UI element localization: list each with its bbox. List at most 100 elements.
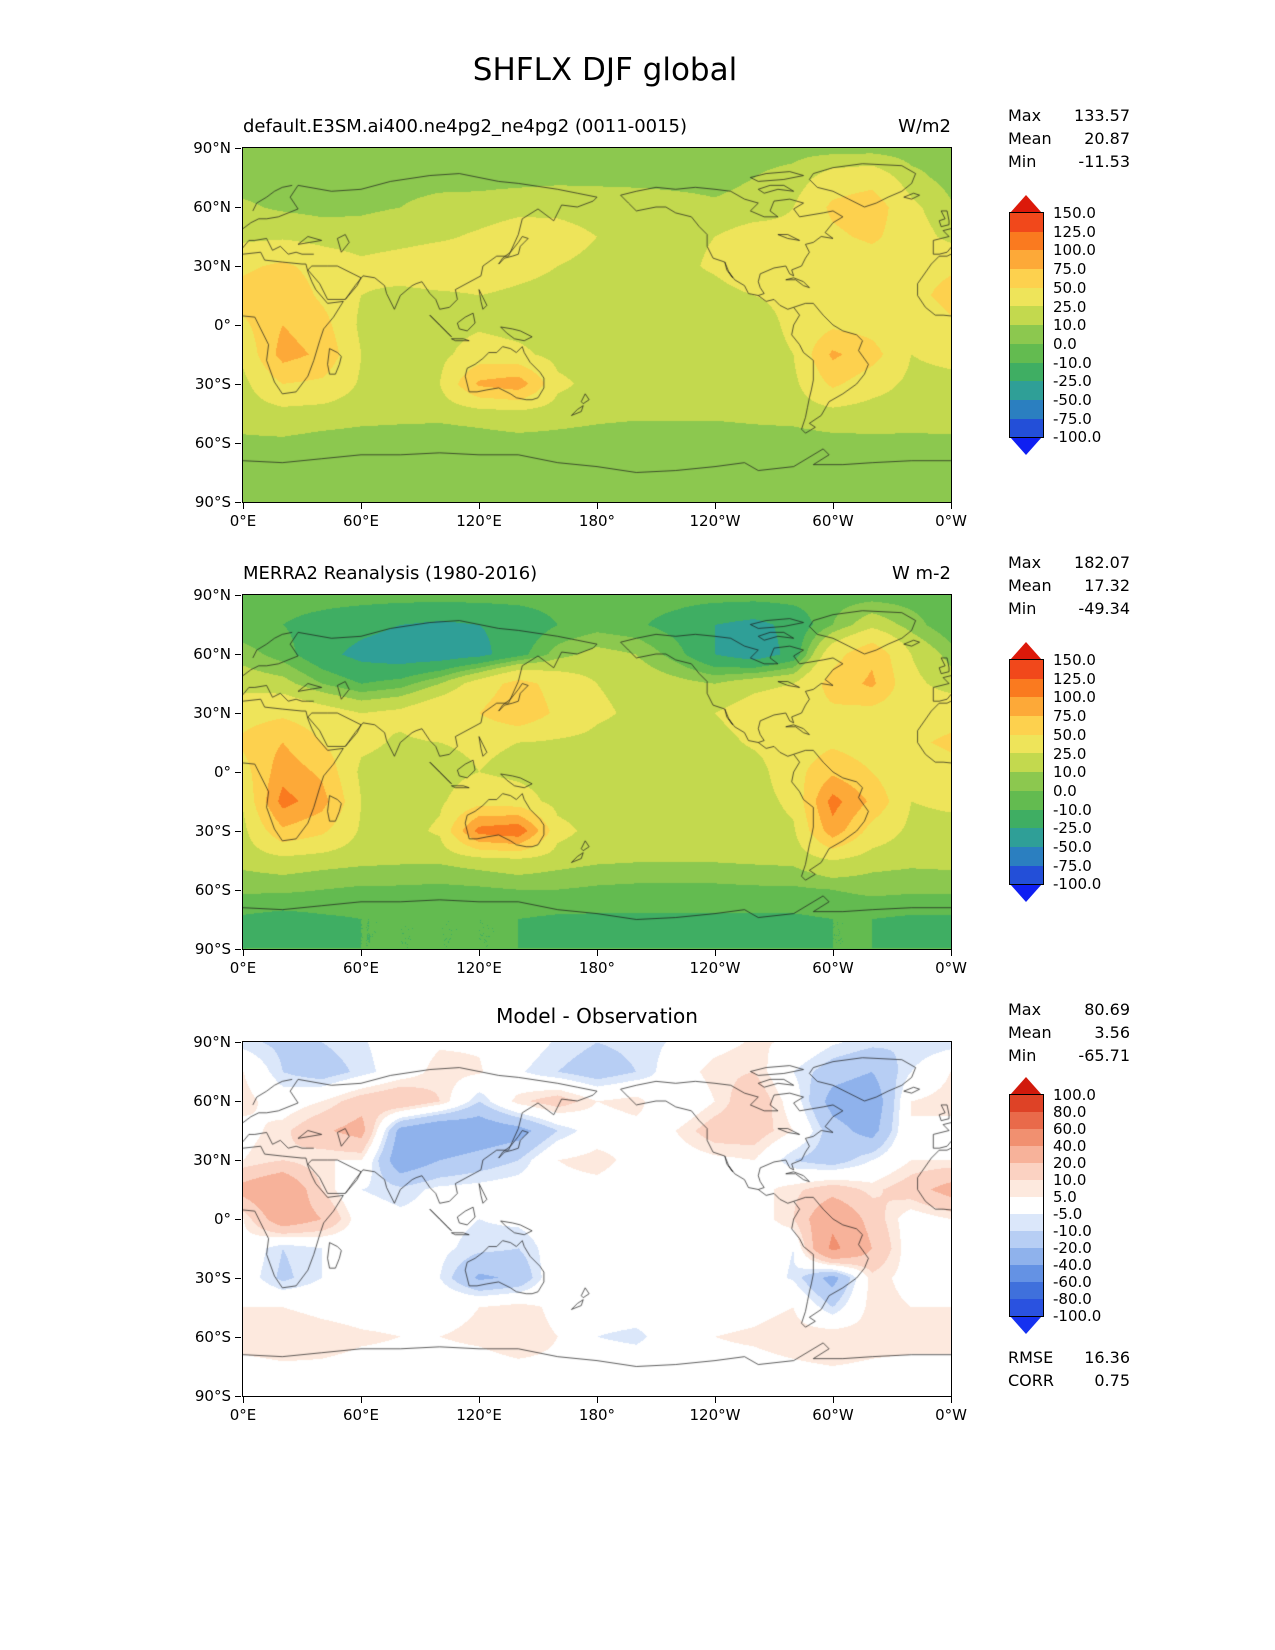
- colorbar-segment: [1010, 865, 1043, 885]
- colorbar-segment: [1010, 1214, 1043, 1231]
- colorbar-segment: [1010, 399, 1043, 419]
- colorbar-tick-label: -50.0: [1053, 391, 1092, 409]
- rmse-label: RMSE: [1008, 1348, 1054, 1367]
- colorbar-segment: [1010, 362, 1043, 382]
- colorbar-over-arrow: [1010, 642, 1042, 660]
- colorbar-segment: [1010, 1146, 1043, 1163]
- colorbar-segment: [1010, 343, 1043, 363]
- x-axis-tick: [833, 950, 834, 956]
- x-axis-tick-label: 60°E: [342, 512, 380, 530]
- colorbar-model: 150.0 125.0 100.0 75.0 50.0 25.0 10.0 0.0 -10.0-…: [1009, 195, 1180, 456]
- colorbar-tick-label: 75.0: [1053, 707, 1087, 726]
- y-axis-tick-label: 60°N: [193, 198, 231, 216]
- colorbar-segment: [1010, 213, 1043, 232]
- colorbar-segment: [1010, 269, 1043, 288]
- x-axis-tick: [833, 503, 834, 509]
- y-axis-tick: [235, 325, 241, 326]
- colorbar-tick-label: -100.0: [1053, 875, 1102, 894]
- x-axis-tick: [597, 950, 598, 956]
- colorbar-tick-label: 125.0: [1053, 222, 1096, 241]
- colorbar-segment: [1010, 306, 1043, 326]
- colorbar-tick-label: -25.0: [1053, 819, 1092, 838]
- panel-model-title: default.E3SM.ai400.ne4pg2_ne4pg2 (0011-0…: [243, 116, 688, 137]
- y-axis-tick-label: 60°S: [194, 1328, 231, 1346]
- y-axis-tick: [235, 1101, 241, 1102]
- x-axis-tick: [951, 503, 952, 509]
- colorbar-segment: [1010, 1248, 1043, 1265]
- map-canvas-observation: [243, 595, 951, 949]
- corr-value: 0.75: [1094, 1371, 1130, 1390]
- y-axis-tick-label: 60°N: [193, 1092, 231, 1110]
- colorbar-tick-label: -100.0: [1053, 428, 1102, 447]
- stat-label: Max: [1008, 1000, 1042, 1019]
- x-axis-tick-label: 120°W: [689, 959, 741, 977]
- map-observation: [242, 594, 952, 950]
- colorbar-tick-label: 150.0: [1053, 204, 1096, 222]
- y-axis-tick-label: 60°N: [193, 645, 231, 663]
- y-axis-tick: [235, 384, 241, 385]
- colorbar-tick-label: -10.0: [1053, 353, 1092, 372]
- y-axis-tick: [235, 949, 241, 950]
- colorbar-tick-label: 10.0: [1053, 316, 1087, 335]
- panel-model-units: W/m2: [898, 116, 951, 137]
- stat-label: Min: [1008, 152, 1037, 171]
- x-axis-tick: [479, 950, 480, 956]
- colorbar-tick-label: 125.0: [1053, 669, 1096, 688]
- y-axis-tick-label: 30°N: [193, 1151, 231, 1169]
- y-axis-tick: [235, 1219, 241, 1220]
- colorbar-tick-label: 0.0: [1053, 781, 1077, 800]
- colorbar-segment: [1010, 1112, 1043, 1129]
- colorbar-observation: 150.0 125.0 100.0 75.0 50.0 25.0 10.0 0.0 -10.0-…: [1009, 642, 1180, 903]
- x-axis-tick-label: 120°E: [456, 512, 502, 530]
- colorbar-difference: 100.0 80.0 60.0 40.0 20.0 10.0 5.0 -5.0 -10.0 -20…: [1009, 1077, 1180, 1334]
- colorbar-segment: [1010, 1231, 1043, 1248]
- colorbar-under-arrow: [1010, 437, 1042, 456]
- y-axis-tick: [235, 1278, 241, 1279]
- colorbar-tick-label: 40.0: [1053, 1137, 1087, 1155]
- x-axis-tick-label: 0°W: [935, 1406, 967, 1424]
- x-axis-tick: [243, 503, 244, 509]
- colorbar-tick-label: 75.0: [1053, 260, 1087, 279]
- stat-value: 17.32: [1084, 576, 1130, 595]
- colorbar-tick-label: 60.0: [1053, 1120, 1087, 1138]
- stat-value: -65.71: [1078, 1046, 1130, 1065]
- colorbar-tick-label: 25.0: [1053, 744, 1087, 763]
- colorbar-tick-label: -20.0: [1053, 1239, 1092, 1257]
- x-axis-tick: [715, 1397, 716, 1403]
- y-axis-tick: [235, 207, 241, 208]
- stat-value: -49.34: [1078, 599, 1130, 618]
- colorbar-tick-label: 80.0: [1053, 1103, 1087, 1121]
- corr-label: CORR: [1008, 1371, 1054, 1390]
- y-axis-tick: [235, 772, 241, 773]
- colorbar-segment: [1010, 697, 1043, 717]
- y-axis-tick-label: 60°S: [194, 434, 231, 452]
- map-model: [242, 147, 952, 503]
- panel-obs-units: W m-2: [891, 563, 951, 584]
- x-axis-tick-label: 60°E: [342, 959, 380, 977]
- y-axis-tick-label: 30°N: [193, 704, 231, 722]
- x-axis-tick-label: 60°W: [812, 1406, 854, 1424]
- colorbar-tick-label: -40.0: [1053, 1256, 1092, 1274]
- colorbar-segment: [1010, 828, 1043, 847]
- stat-label: Max: [1008, 106, 1042, 125]
- stats-observation: Max 182.07 Mean 17.32 Min -49.34: [1008, 551, 1130, 620]
- x-axis-tick: [243, 950, 244, 956]
- x-axis-tick-label: 180°: [578, 1406, 616, 1424]
- stat-label: Mean: [1008, 576, 1052, 595]
- colorbar-under-arrow: [1010, 1316, 1042, 1334]
- x-axis-tick-label: 0°E: [229, 1406, 257, 1424]
- x-axis-tick-label: 0°E: [229, 512, 257, 530]
- y-axis-tick: [235, 595, 241, 596]
- colorbar-segment: [1010, 418, 1043, 438]
- colorbar-segment: [1010, 660, 1043, 679]
- x-axis-tick: [715, 950, 716, 956]
- y-axis-tick-label: 90°N: [193, 139, 231, 157]
- y-axis-tick-label: 30°S: [194, 375, 231, 393]
- panel-obs-title: MERRA2 Reanalysis (1980-2016): [243, 563, 538, 584]
- x-axis-tick: [951, 1397, 952, 1403]
- x-axis-tick: [715, 503, 716, 509]
- stats-model: Max 133.57 Mean 20.87 Min -11.53: [1008, 104, 1130, 173]
- colorbar-tick-label: 5.0: [1053, 1188, 1077, 1206]
- colorbar-segment: [1010, 772, 1043, 791]
